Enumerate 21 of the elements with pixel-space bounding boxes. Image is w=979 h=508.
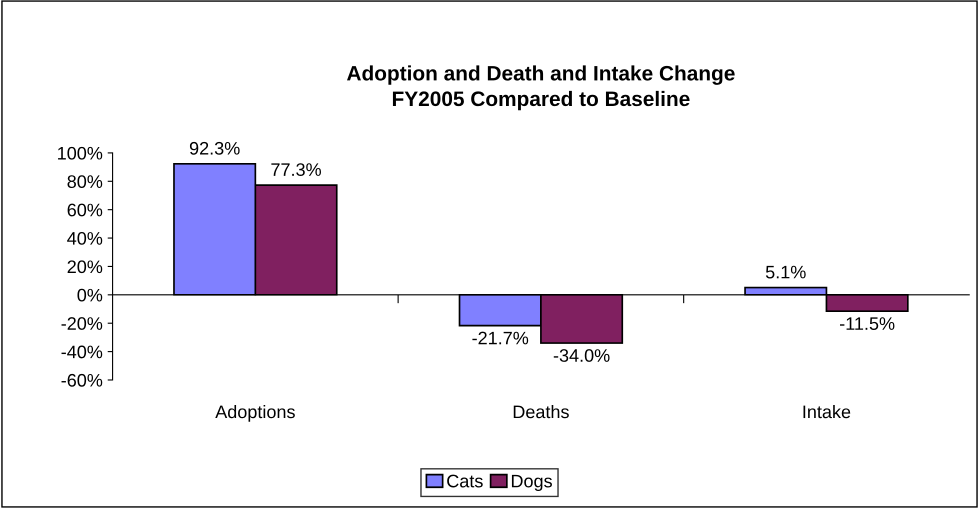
data-label: -11.5% [840, 317, 894, 330]
y-tick-label: -40% [62, 346, 102, 358]
x-tick-label: Intake [804, 404, 850, 418]
y-tick-label: 0% [77, 288, 102, 302]
y-tick-label: -60% [62, 374, 102, 387]
y-tick-label: 100% [58, 146, 102, 160]
y-tick-label: -20% [62, 317, 102, 330]
y-tick-label: 60% [68, 204, 102, 216]
legend-label: Cats [447, 474, 483, 488]
legend-label: Dogs [512, 474, 552, 492]
x-tick-label: Adoptions [215, 404, 295, 422]
data-label: 5.1% [766, 266, 806, 278]
x-tick-label: Deaths [514, 404, 569, 418]
data-label: 77.3% [271, 163, 321, 176]
y-tick-label: 80% [68, 175, 102, 188]
data-label: 92.3% [190, 142, 240, 155]
y-tick-label: 20% [68, 260, 102, 274]
data-label: -34.0% [554, 349, 610, 362]
data-label: -21.7% [472, 332, 528, 344]
y-tick-label: 40% [67, 232, 102, 245]
chart-title: Adoption and Death and Intake Change FY2005 Compared to Baseline [346, 65, 735, 110]
